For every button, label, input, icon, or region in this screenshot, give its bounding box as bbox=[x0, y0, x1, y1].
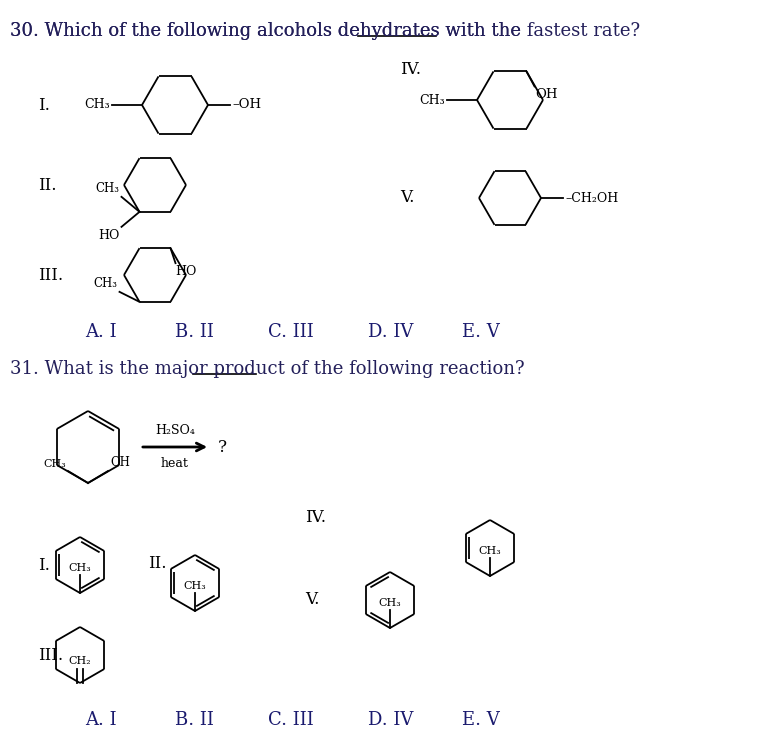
Text: I.: I. bbox=[38, 96, 50, 113]
Text: HO: HO bbox=[176, 265, 197, 278]
Text: C. III: C. III bbox=[268, 323, 313, 341]
Text: 30. Which of the following alcohols dehydrates with the fastest rate?: 30. Which of the following alcohols dehy… bbox=[10, 22, 640, 40]
Text: –OH: –OH bbox=[232, 98, 261, 112]
Text: OH: OH bbox=[536, 88, 558, 101]
Text: 31. What is the major product of the following reaction?: 31. What is the major product of the fol… bbox=[10, 360, 525, 378]
Text: B. II: B. II bbox=[175, 711, 214, 729]
Text: CH₃: CH₃ bbox=[94, 277, 118, 290]
Text: CH₂: CH₂ bbox=[69, 656, 91, 666]
Text: CH₃: CH₃ bbox=[183, 581, 207, 591]
Text: C. III: C. III bbox=[268, 711, 313, 729]
Text: CH₃: CH₃ bbox=[478, 546, 502, 556]
Text: A. I: A. I bbox=[85, 711, 117, 729]
Text: IV.: IV. bbox=[305, 510, 326, 526]
Text: A. I: A. I bbox=[85, 323, 117, 341]
Text: III.: III. bbox=[38, 266, 63, 283]
Text: D. IV: D. IV bbox=[368, 323, 413, 341]
Text: D. IV: D. IV bbox=[368, 711, 413, 729]
Text: II.: II. bbox=[38, 177, 57, 193]
Text: ?: ? bbox=[218, 439, 227, 456]
Text: II.: II. bbox=[148, 554, 166, 571]
Text: CH₃: CH₃ bbox=[43, 459, 66, 469]
Text: III.: III. bbox=[38, 647, 63, 664]
Text: IV.: IV. bbox=[400, 61, 421, 78]
Text: V.: V. bbox=[400, 189, 414, 206]
Text: CH₃: CH₃ bbox=[378, 598, 402, 608]
Text: 30. Which of the following alcohols dehydrates with the: 30. Which of the following alcohols dehy… bbox=[10, 22, 527, 40]
Text: H₂SO₄: H₂SO₄ bbox=[155, 424, 195, 437]
Text: E. V: E. V bbox=[462, 323, 500, 341]
Text: CH₃: CH₃ bbox=[420, 93, 445, 107]
Text: CH₃: CH₃ bbox=[84, 98, 110, 112]
Text: CH₃: CH₃ bbox=[69, 563, 91, 573]
Text: B. II: B. II bbox=[175, 323, 214, 341]
Text: I.: I. bbox=[38, 556, 50, 574]
Text: –CH₂OH: –CH₂OH bbox=[565, 192, 618, 204]
Text: 30. Which of the following alcohols dehydrates with the fastest rate?: 30. Which of the following alcohols dehy… bbox=[10, 22, 640, 40]
Text: HO: HO bbox=[98, 229, 119, 242]
Text: heat: heat bbox=[161, 457, 189, 470]
Text: V.: V. bbox=[305, 591, 320, 608]
Text: CH₃: CH₃ bbox=[95, 182, 119, 195]
Text: E. V: E. V bbox=[462, 711, 500, 729]
Text: OH: OH bbox=[110, 456, 130, 469]
